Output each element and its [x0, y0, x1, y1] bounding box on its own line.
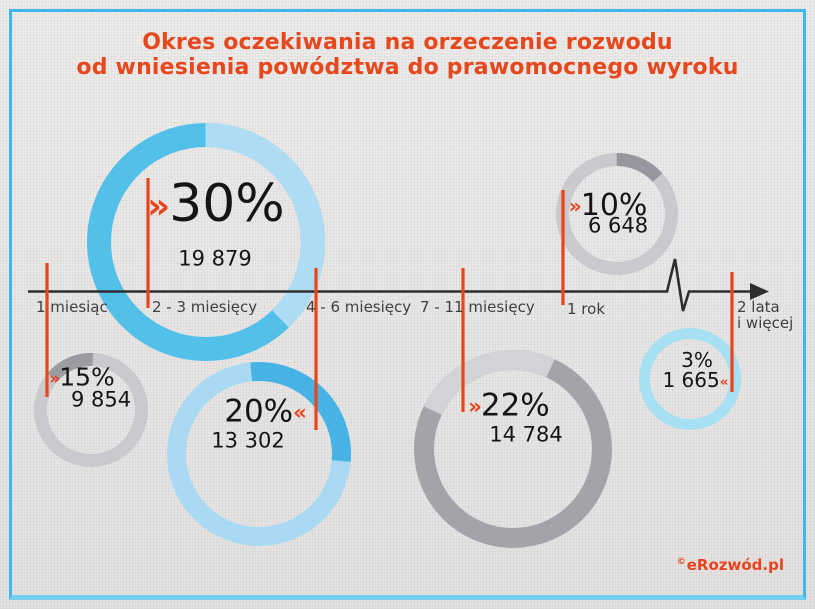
- donut-percent-m1: »15%: [49, 365, 115, 390]
- timeline-axis-line: [28, 258, 752, 312]
- chevron-right-icon: »: [147, 185, 170, 227]
- axis-label-5: 2 lata i więcej: [737, 298, 794, 332]
- title-line-2: od wniesienia powództwa do prawomocnego …: [76, 55, 739, 80]
- percent-value: 15%: [59, 362, 115, 392]
- donut-segment-m4-6: [167, 362, 351, 546]
- donut-count-r2plus: 1 665«: [662, 368, 729, 392]
- chevron-left-icon: «: [293, 399, 307, 425]
- donut-percent-m4-6: 20%«: [224, 393, 307, 430]
- donut-percent-m7-11: »22%: [468, 387, 550, 424]
- brand-name: eRozwód.pl: [686, 556, 784, 574]
- axis-label-0: 1 miesiąc: [36, 298, 108, 316]
- axis-label-2: 4 - 6 miesięcy: [306, 298, 412, 316]
- brand-logo: ©eRozwód.pl: [677, 556, 784, 574]
- donut-percent-m2-3: »30%: [147, 178, 284, 230]
- percent-value: 30%: [169, 174, 285, 234]
- chevron-left-icon: «: [719, 373, 729, 390]
- donut-percent-r2plus: 3%: [681, 350, 713, 370]
- donut-count-m1: 9 854: [70, 387, 132, 412]
- donut-segment-m2-3: [87, 123, 325, 361]
- count-value: 19 879: [178, 246, 252, 271]
- percent-value: 22%: [480, 387, 550, 424]
- count-value: 9 854: [70, 387, 132, 412]
- percent-value: 20%: [224, 393, 294, 430]
- donut-segment-m1: [34, 353, 148, 467]
- donut-ring-r2plus: [639, 328, 741, 430]
- donut-count-m7-11: 14 784: [489, 422, 563, 447]
- percent-value: 10%: [580, 188, 648, 223]
- donut-segment-r1: [556, 153, 678, 275]
- chevron-right-icon: »: [568, 194, 582, 219]
- donut-count-m4-6: 13 302: [211, 428, 285, 453]
- page-title: Okres oczekiwania na orzeczenie rozwodu …: [0, 30, 815, 80]
- chevron-right-icon: »: [468, 393, 482, 419]
- donut-percent-r1: »10%: [569, 191, 648, 221]
- donut-count-m2-3: 19 879: [178, 246, 252, 271]
- title-line-1: Okres oczekiwania na orzeczenie rozwodu: [142, 30, 673, 55]
- axis-label-3: 7 - 11 miesięcy: [420, 298, 535, 316]
- count-value: 13 302: [211, 428, 285, 453]
- percent-value: 3%: [681, 348, 713, 372]
- count-value: 6 648: [587, 213, 649, 238]
- count-value: 14 784: [489, 422, 563, 447]
- chevron-right-icon: »: [49, 368, 60, 389]
- copyright-icon: ©: [676, 557, 686, 567]
- donut-segment-m7-11: [414, 349, 612, 548]
- donut-count-r1: 6 648: [587, 213, 649, 238]
- axis-label-4: 1 rok: [567, 300, 606, 318]
- count-value: 1 665: [662, 368, 720, 392]
- axis-label-1: 2 - 3 miesięcy: [152, 298, 258, 316]
- axis-arrowhead-icon: [750, 283, 769, 300]
